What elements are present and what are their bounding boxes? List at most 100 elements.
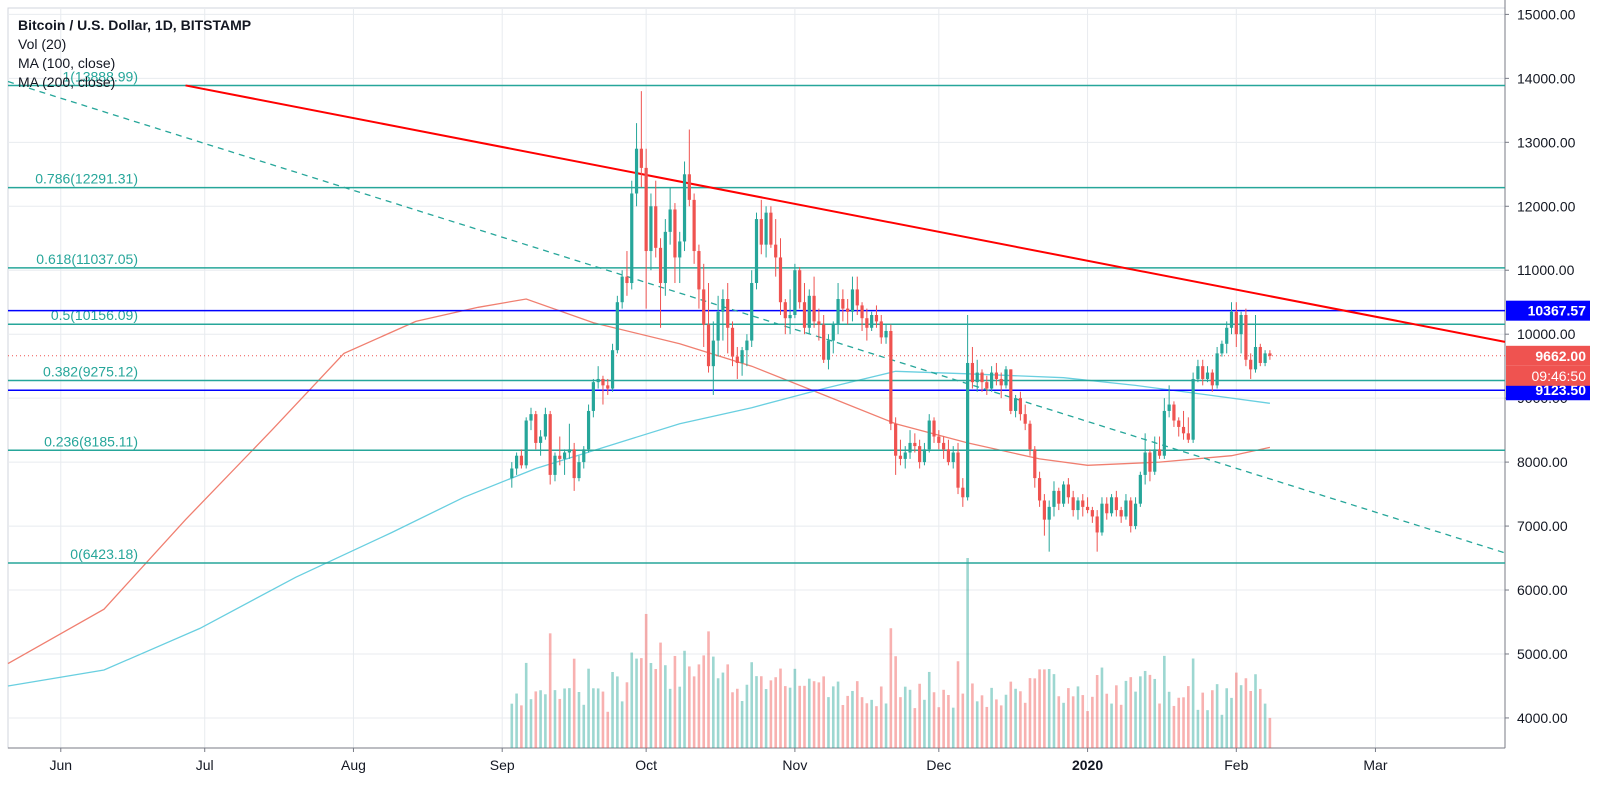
candle-body[interactable] bbox=[514, 455, 519, 469]
candle-body[interactable] bbox=[620, 276, 624, 303]
candle-body[interactable] bbox=[687, 174, 691, 200]
candle-body[interactable] bbox=[668, 209, 672, 232]
candle-body[interactable] bbox=[1061, 484, 1066, 504]
candle-body[interactable] bbox=[1167, 404, 1171, 411]
candle-body[interactable] bbox=[586, 410, 591, 450]
candle-body[interactable] bbox=[769, 212, 773, 245]
candle-body[interactable] bbox=[567, 449, 571, 453]
trendline-solid[interactable] bbox=[185, 84, 1506, 343]
candle-body[interactable] bbox=[601, 378, 605, 386]
candle-body[interactable] bbox=[1249, 359, 1253, 370]
candle-body[interactable] bbox=[774, 244, 778, 258]
candle-body[interactable] bbox=[1253, 346, 1258, 370]
candle-body[interactable] bbox=[1004, 369, 1008, 386]
candle-body[interactable] bbox=[1191, 378, 1195, 440]
candle-body[interactable] bbox=[932, 420, 936, 437]
candle-body[interactable] bbox=[826, 340, 831, 360]
candle-body[interactable] bbox=[793, 270, 797, 316]
candle-body[interactable] bbox=[970, 362, 975, 383]
candle-body[interactable] bbox=[1157, 449, 1162, 456]
candle-body[interactable] bbox=[682, 174, 687, 242]
candle-body[interactable] bbox=[918, 446, 922, 463]
candle-body[interactable] bbox=[836, 299, 840, 325]
candle-body[interactable] bbox=[994, 372, 999, 379]
candle-body[interactable] bbox=[1225, 327, 1229, 344]
candle-body[interactable] bbox=[922, 449, 927, 463]
candle-body[interactable] bbox=[678, 241, 682, 258]
candle-body[interactable] bbox=[610, 350, 615, 389]
candle-body[interactable] bbox=[1028, 423, 1032, 450]
candle-body[interactable] bbox=[975, 372, 979, 383]
candle-body[interactable] bbox=[908, 442, 912, 453]
candle-body[interactable] bbox=[615, 302, 619, 351]
candle-body[interactable] bbox=[1124, 500, 1128, 517]
candle-body[interactable] bbox=[1095, 516, 1099, 533]
candle-body[interactable] bbox=[817, 321, 821, 325]
candle-body[interactable] bbox=[548, 414, 552, 475]
candle-body[interactable] bbox=[735, 356, 739, 363]
candle-body[interactable] bbox=[1057, 490, 1061, 504]
candle-body[interactable] bbox=[946, 449, 951, 463]
candle-body[interactable] bbox=[673, 209, 677, 258]
candle-body[interactable] bbox=[966, 362, 970, 498]
candle-body[interactable] bbox=[927, 420, 931, 450]
candle-body[interactable] bbox=[783, 302, 787, 319]
candle-body[interactable] bbox=[1234, 311, 1238, 335]
candle-body[interactable] bbox=[562, 452, 567, 459]
candle-body[interactable] bbox=[582, 449, 586, 463]
candle-body[interactable] bbox=[889, 330, 893, 424]
candle-body[interactable] bbox=[903, 452, 907, 459]
candle-body[interactable] bbox=[865, 318, 869, 328]
candle-body[interactable] bbox=[778, 257, 783, 303]
candle-body[interactable] bbox=[644, 167, 648, 252]
candle-body[interactable] bbox=[1047, 506, 1051, 520]
candle-body[interactable] bbox=[1143, 452, 1147, 475]
candle-body[interactable] bbox=[942, 442, 946, 450]
candle-body[interactable] bbox=[625, 276, 629, 284]
candle-body[interactable] bbox=[1013, 398, 1018, 411]
candle-body[interactable] bbox=[558, 455, 562, 459]
candle-body[interactable] bbox=[1215, 353, 1219, 386]
candle-body[interactable] bbox=[750, 283, 754, 341]
candle-body[interactable] bbox=[1153, 449, 1157, 472]
candle-body[interactable] bbox=[812, 295, 816, 322]
candle-body[interactable] bbox=[1196, 366, 1200, 379]
candle-body[interactable] bbox=[663, 231, 667, 284]
candle-body[interactable] bbox=[1033, 449, 1037, 479]
trendline-dashed[interactable] bbox=[7, 80, 1506, 554]
candle-body[interactable] bbox=[649, 206, 653, 252]
candle-body[interactable] bbox=[764, 212, 768, 245]
candle-body[interactable] bbox=[1263, 353, 1267, 363]
candle-body[interactable] bbox=[1210, 372, 1214, 386]
candle-body[interactable] bbox=[740, 350, 744, 363]
candle-body[interactable] bbox=[879, 321, 883, 338]
candle-body[interactable] bbox=[634, 148, 639, 194]
candle-body[interactable] bbox=[1186, 433, 1190, 440]
candle-body[interactable] bbox=[990, 372, 994, 389]
candle-body[interactable] bbox=[850, 289, 855, 312]
candle-body[interactable] bbox=[1114, 497, 1118, 511]
candle-body[interactable] bbox=[591, 382, 595, 411]
candle-body[interactable] bbox=[831, 324, 835, 341]
candle-body[interactable] bbox=[788, 315, 792, 319]
candle-body[interactable] bbox=[1138, 474, 1142, 504]
current-price-badge[interactable] bbox=[1506, 345, 1590, 366]
candle-body[interactable] bbox=[956, 452, 960, 488]
candle-body[interactable] bbox=[874, 315, 879, 322]
candle-body[interactable] bbox=[510, 468, 514, 479]
candle-body[interactable] bbox=[1009, 369, 1013, 411]
candle-body[interactable] bbox=[951, 452, 955, 463]
candle-body[interactable] bbox=[658, 247, 663, 284]
candle-body[interactable] bbox=[1162, 410, 1166, 456]
candle-body[interactable] bbox=[538, 436, 543, 443]
candle-body[interactable] bbox=[980, 372, 984, 383]
candle-body[interactable] bbox=[654, 206, 658, 248]
candle-body[interactable] bbox=[716, 311, 720, 341]
candle-body[interactable] bbox=[1066, 484, 1070, 498]
candle-body[interactable] bbox=[1119, 510, 1123, 517]
candle-body[interactable] bbox=[754, 219, 759, 284]
candle-body[interactable] bbox=[1220, 343, 1224, 354]
candle-body[interactable] bbox=[630, 193, 634, 284]
candle-body[interactable] bbox=[898, 455, 903, 459]
candle-body[interactable] bbox=[1037, 478, 1042, 501]
